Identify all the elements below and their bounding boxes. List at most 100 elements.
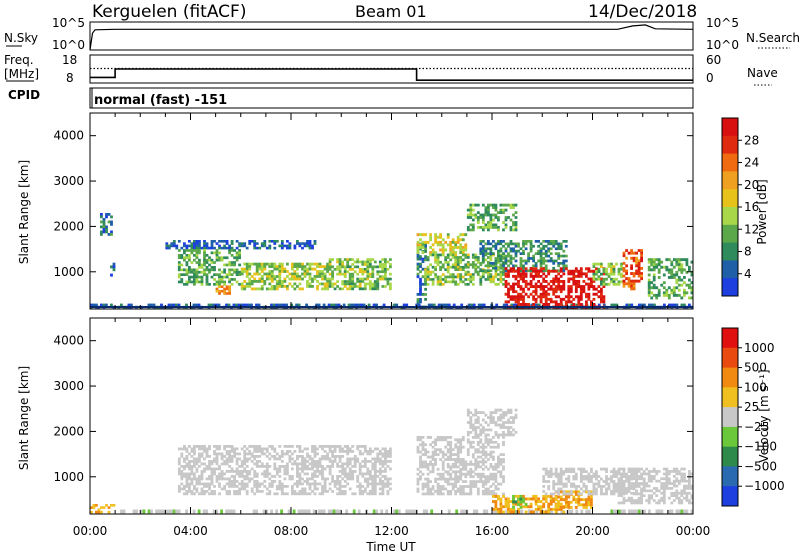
data-cell xyxy=(592,482,596,486)
data-cell xyxy=(263,452,267,456)
data-cell xyxy=(517,494,520,498)
data-cell xyxy=(574,487,578,491)
data-cell xyxy=(524,240,528,243)
data-cell xyxy=(476,455,480,459)
data-cell xyxy=(459,470,463,474)
data-cell xyxy=(313,240,317,243)
data-cell xyxy=(454,240,458,244)
data-cell xyxy=(585,274,588,278)
data-cell xyxy=(514,242,518,246)
data-cell xyxy=(552,269,556,273)
data-cell xyxy=(424,242,427,246)
data-cell xyxy=(333,450,337,453)
data-cell xyxy=(685,491,689,495)
data-cell xyxy=(228,263,231,267)
data-cell xyxy=(554,240,558,243)
data-cell xyxy=(537,285,540,288)
data-cell xyxy=(510,303,514,307)
data-cell xyxy=(328,282,332,286)
data-cell xyxy=(250,477,254,481)
data-cell xyxy=(585,303,588,306)
data-cell xyxy=(198,460,201,463)
data-cell xyxy=(479,423,483,427)
data-cell xyxy=(361,475,365,478)
data-cell xyxy=(200,266,204,269)
data-cell xyxy=(514,254,518,258)
data-cell xyxy=(547,505,551,509)
data-cell xyxy=(487,273,490,276)
data-cell xyxy=(429,436,432,439)
data-cell xyxy=(203,462,206,466)
data-cell xyxy=(492,206,495,209)
data-cell xyxy=(569,285,573,288)
data-cell xyxy=(260,472,264,476)
data-cell xyxy=(542,287,546,291)
data-cell xyxy=(504,300,508,304)
data-cell xyxy=(499,458,503,461)
data-cell xyxy=(215,249,219,252)
data-cell xyxy=(494,440,498,444)
data-cell xyxy=(293,282,297,286)
data-cell xyxy=(248,282,252,286)
data-cell xyxy=(590,475,593,478)
data-cell xyxy=(625,264,628,268)
data-cell xyxy=(469,475,473,479)
data-cell xyxy=(456,450,460,454)
data-cell xyxy=(195,254,199,257)
data-cell xyxy=(461,251,465,254)
data-cell xyxy=(343,485,347,488)
data-cell xyxy=(685,260,689,264)
data-cell xyxy=(507,408,510,412)
data-cell xyxy=(220,256,224,260)
data-cell xyxy=(504,500,508,503)
data-cell xyxy=(424,258,427,262)
data-cell xyxy=(218,447,221,451)
data-cell xyxy=(622,467,626,471)
data-cell xyxy=(514,249,518,253)
data-cell xyxy=(431,243,435,247)
data-cell xyxy=(474,263,478,267)
data-cell xyxy=(223,460,226,463)
data-cell xyxy=(392,303,396,307)
data-cell xyxy=(205,490,209,493)
data-cell xyxy=(275,487,279,491)
data-cell xyxy=(421,293,425,296)
data-cell xyxy=(670,273,674,277)
data-cell xyxy=(600,485,603,488)
data-cell xyxy=(567,500,571,504)
data-cell xyxy=(685,263,689,267)
beam-label: Beam 01 xyxy=(355,2,427,21)
data-cell xyxy=(489,221,493,224)
data-cell xyxy=(419,247,422,251)
data-cell xyxy=(549,287,553,291)
data-cell xyxy=(110,233,113,236)
data-cell xyxy=(474,482,478,486)
data-cell xyxy=(474,256,478,259)
data-cell xyxy=(464,270,468,274)
data-cell xyxy=(366,472,370,476)
data-cell xyxy=(650,260,654,264)
data-cell xyxy=(107,506,111,509)
data-cell xyxy=(519,262,523,265)
data-cell xyxy=(502,283,505,286)
data-cell xyxy=(439,268,442,271)
data-cell xyxy=(371,487,375,491)
data-cell xyxy=(590,467,593,471)
data-cell xyxy=(539,267,543,271)
data-cell xyxy=(572,467,576,471)
data-cell xyxy=(434,275,437,279)
data-cell xyxy=(444,278,448,281)
data-cell xyxy=(662,273,666,277)
data-cell xyxy=(615,485,618,488)
data-cell xyxy=(363,277,367,281)
data-cell xyxy=(449,440,453,444)
data-cell xyxy=(255,447,259,451)
data-cell xyxy=(612,282,616,286)
data-cell xyxy=(577,282,581,286)
data-cell xyxy=(489,213,493,217)
data-cell xyxy=(238,482,241,486)
data-cell xyxy=(431,283,435,286)
data-cell xyxy=(258,280,262,283)
data-cell xyxy=(635,251,638,255)
